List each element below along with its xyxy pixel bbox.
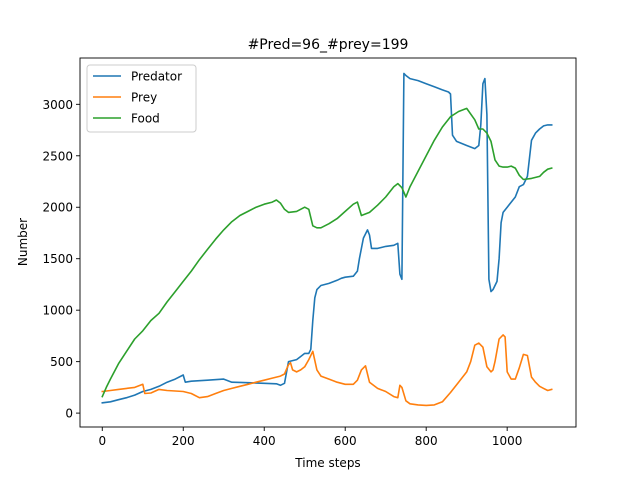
series-line-food [101,107,553,398]
y-tick-label: 1500 [42,252,73,266]
legend-label-food: Food [131,112,160,126]
x-tick-label: 400 [253,434,276,448]
x-axis-label: Time steps [294,456,360,470]
y-tick-label: 1000 [42,304,73,318]
y-axis-ticks: 0 500 1000 1500 2000 2500 3000 [42,98,80,421]
y-axis-label: Number [16,218,30,266]
y-tick-label: 500 [50,355,73,369]
y-tick-label: 3000 [42,98,73,112]
x-tick-label: 800 [415,434,438,448]
x-tick-label: 1000 [492,434,523,448]
plot-frame [79,57,577,428]
y-tick-label: 2500 [42,149,73,163]
legend-label-predator: Predator [131,70,182,84]
legend-label-prey: Prey [131,91,157,105]
legend-items: Predator Prey Food [93,70,182,126]
x-tick-label: 600 [334,434,357,448]
y-tick-label: 2000 [42,201,73,215]
series-line-predator [101,72,553,404]
legend-box [86,64,197,133]
y-tick-label: 0 [65,407,73,421]
legend: Predator Prey Food [86,64,197,133]
chart-title: #Pred=96_#prey=199 [248,37,409,53]
x-tick-label: 0 [98,434,106,448]
x-tick-label: 200 [172,434,195,448]
series-line-prey [101,334,553,407]
x-axis-ticks: 0 200 400 600 800 1000 [98,427,522,448]
plot-lines [101,72,553,407]
